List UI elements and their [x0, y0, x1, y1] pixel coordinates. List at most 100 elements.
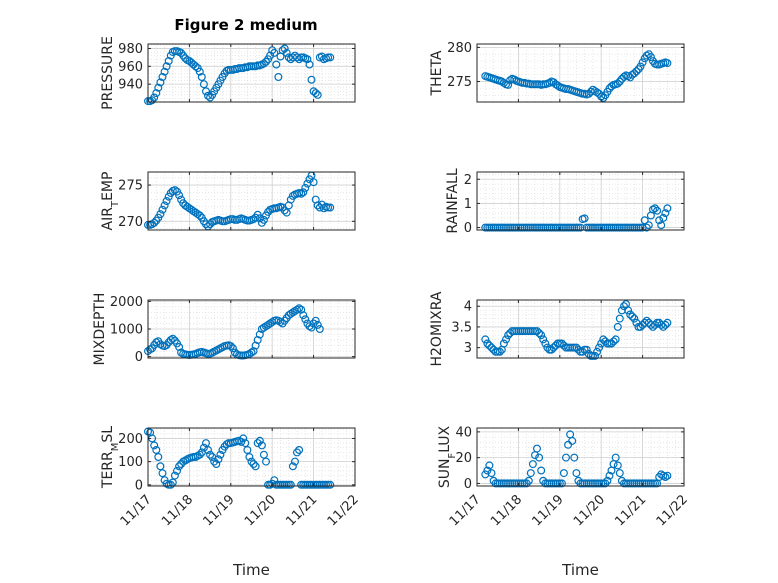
data-point: [653, 206, 662, 215]
data-point: [557, 339, 566, 348]
data-point: [152, 89, 161, 98]
data-point: [160, 201, 169, 210]
data-point: [259, 450, 268, 459]
data-point: [274, 72, 283, 81]
x-tick-label: 11/20: [242, 492, 279, 529]
data-point: [607, 339, 616, 348]
data-point: [293, 305, 302, 314]
data-point: [485, 461, 494, 470]
data-point: [630, 69, 639, 78]
data-point: [650, 204, 659, 213]
axes-box: [476, 299, 685, 359]
y-tick-label: 0: [135, 350, 143, 365]
data-point: [245, 453, 254, 462]
data-point: [249, 460, 258, 469]
y-tick-label: 4: [464, 300, 472, 315]
data-point: [495, 347, 504, 356]
data-point: [270, 48, 279, 57]
y-tick-label: 280: [447, 41, 472, 56]
data-point: [150, 93, 159, 102]
data-point: [632, 67, 641, 76]
axes-box: [476, 43, 685, 103]
data-point: [551, 80, 560, 89]
data-point: [582, 345, 591, 354]
data-point: [160, 67, 169, 76]
data-point: [255, 214, 264, 223]
data-point: [613, 322, 622, 331]
series-points: [481, 204, 672, 232]
data-point: [301, 183, 310, 192]
data-point: [202, 439, 211, 448]
y-tick-label: 1: [464, 197, 472, 212]
data-point: [630, 314, 639, 323]
data-point: [305, 322, 314, 331]
data-point: [259, 59, 268, 68]
data-point: [175, 343, 184, 352]
data-point: [278, 46, 287, 55]
data-point: [181, 54, 190, 63]
data-point: [532, 327, 541, 336]
data-point: [253, 439, 262, 448]
data-point: [158, 72, 167, 81]
data-point: [541, 339, 550, 348]
data-point: [249, 347, 258, 356]
data-point: [156, 462, 165, 471]
data-point: [251, 462, 260, 471]
data-point: [537, 331, 546, 340]
data-point: [262, 457, 271, 466]
figure-title: Figure 2 medium: [174, 16, 317, 34]
data-point: [303, 55, 312, 64]
data-point: [156, 78, 165, 87]
data-point: [272, 60, 281, 69]
data-point: [276, 318, 285, 327]
data-point: [288, 308, 297, 317]
data-point: [611, 335, 620, 344]
data-point: [661, 473, 670, 482]
data-point: [175, 462, 184, 471]
data-point: [593, 88, 602, 97]
y-tick-label: 2: [464, 173, 472, 188]
series-points: [481, 50, 672, 102]
data-point: [549, 343, 558, 352]
data-point: [150, 441, 159, 450]
y-tick-label: 100: [118, 455, 143, 470]
data-point: [154, 83, 163, 92]
data-point: [657, 221, 666, 230]
x-tick-label: 11/19: [530, 492, 567, 529]
data-point: [663, 204, 672, 213]
data-point: [499, 339, 508, 348]
y-tick-label: 940: [118, 78, 143, 93]
data-point: [537, 466, 546, 475]
data-point: [173, 466, 182, 475]
plot-area: [477, 172, 684, 230]
data-point: [646, 52, 655, 61]
y-tick-label: 275: [118, 179, 143, 194]
data-point: [617, 306, 626, 315]
series-points: [481, 300, 672, 360]
y-tick-label: 275: [447, 75, 472, 90]
data-point: [288, 191, 297, 200]
x-axis-label: Time: [232, 561, 270, 579]
data-point: [642, 51, 651, 60]
data-point: [315, 325, 324, 334]
data-point: [481, 335, 490, 344]
chart-panel-6: 3 3.5 4 H2OMIXRA: [429, 291, 685, 367]
data-point: [152, 446, 161, 455]
y-axis-label: SUNFLUX: [437, 425, 458, 488]
data-point: [162, 197, 171, 206]
data-point: [568, 436, 577, 445]
data-point: [526, 469, 535, 478]
data-point: [561, 453, 570, 462]
data-point: [588, 85, 597, 94]
data-point: [640, 216, 649, 225]
data-point: [270, 476, 279, 485]
data-point: [247, 348, 256, 357]
data-point: [202, 87, 211, 96]
data-point: [199, 80, 208, 89]
data-point: [259, 323, 268, 332]
x-tick-label: 11/21: [283, 492, 320, 529]
